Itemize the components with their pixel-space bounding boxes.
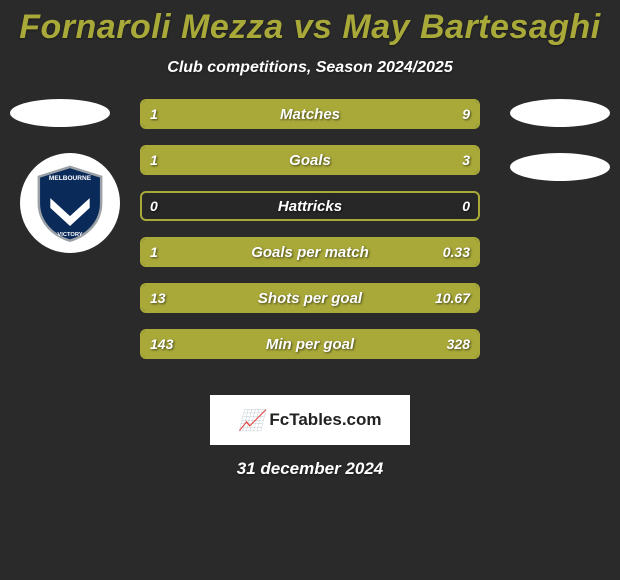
player-right-placeholder-2 [510, 153, 610, 181]
player-right-placeholder-1 [510, 99, 610, 127]
page-title: Fornaroli Mezza vs May Bartesaghi [0, 0, 620, 47]
chart-icon: 📈 [238, 408, 263, 433]
stat-row: 13Goals [140, 145, 480, 175]
stat-row: 19Matches [140, 99, 480, 129]
stat-bars-container: 19Matches 13Goals 00Hattricks 10.33Goals pe… [140, 99, 480, 375]
stat-label: Goals per match [142, 239, 478, 265]
stat-row: 1310.67Shots per goal [140, 283, 480, 313]
stat-label: Matches [142, 101, 478, 127]
footer-logo: 📈 FcTables.com [210, 395, 410, 445]
comparison-stage: MELBOURNE VICTORY 19Matches 13Goals 00Hatt… [0, 99, 620, 389]
club-badge-svg: MELBOURNE VICTORY [29, 162, 111, 244]
stat-label: Goals [142, 147, 478, 173]
stat-label: Min per goal [142, 331, 478, 357]
stat-row: 00Hattricks [140, 191, 480, 221]
stat-label: Hattricks [142, 193, 478, 219]
player-left-placeholder [10, 99, 110, 127]
footer-date: 31 december 2024 [0, 459, 620, 479]
stat-row: 143328Min per goal [140, 329, 480, 359]
club-badge: MELBOURNE VICTORY [20, 153, 120, 253]
shield-text-top: MELBOURNE [49, 175, 92, 182]
stat-label: Shots per goal [142, 285, 478, 311]
stat-row: 10.33Goals per match [140, 237, 480, 267]
footer-brand: FcTables.com [269, 410, 381, 430]
shield-text-bottom: VICTORY [57, 232, 82, 238]
page-subtitle: Club competitions, Season 2024/2025 [0, 59, 620, 77]
